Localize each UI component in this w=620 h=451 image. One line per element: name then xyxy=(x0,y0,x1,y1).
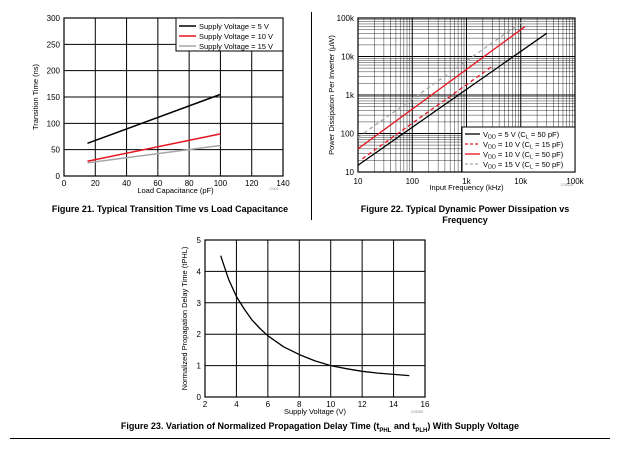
fig23-y-tick-label: 5 xyxy=(197,236,202,245)
fig21-x-tick-label: 20 xyxy=(91,179,100,188)
fig22-legend-box xyxy=(461,126,576,173)
fig23-x-tick-label: 14 xyxy=(389,400,398,409)
fig23-x-tick-label: 4 xyxy=(234,400,239,409)
fig21-x-axis-title: Load Capacitance (pF) xyxy=(137,186,214,195)
fig22-legend-text-part: V xyxy=(483,130,488,139)
fig21-y-tick-label: 0 xyxy=(56,172,61,181)
fig23-y-tick-label: 4 xyxy=(197,267,202,276)
fig21-series-line-1 xyxy=(87,93,221,145)
fig23-y-axis-title: Normalized Propagation Delay Time (tPHL) xyxy=(180,246,189,390)
fig21-x-tick-label: 140 xyxy=(276,179,290,188)
fig23-x-tick-label: 6 xyxy=(266,400,271,409)
fig22-x-axis-title: Input Frequency (kHz) xyxy=(429,183,504,192)
fig22-legend-subscript: L xyxy=(526,135,529,141)
fig22-x-tick-label: 10k xyxy=(514,177,528,186)
fig23-y-tick-label: 0 xyxy=(197,393,202,402)
fig22-x-tick-label: 100k xyxy=(566,177,584,186)
figure-divider-vertical xyxy=(311,12,312,220)
fig21-plot-frame xyxy=(63,17,284,177)
fig22-series-line-2 xyxy=(361,65,493,160)
fig23-series-line-1 xyxy=(220,255,410,377)
fig22-legend-subscript: DD xyxy=(488,145,496,151)
fig22-legend-text-part: V xyxy=(483,150,488,159)
fig22-x-tick-label: 100 xyxy=(406,177,420,186)
fig21-y-tick-label: 300 xyxy=(47,14,61,23)
fig22-legend-subscript: L xyxy=(530,165,533,171)
figure-23-sub-phl: PHL xyxy=(379,427,392,434)
fig22-y-tick-label: 1k xyxy=(346,91,355,100)
figure-23-caption-pre: Figure 23. Variation of Normalized Propa… xyxy=(120,421,380,431)
fig22-y-tick-label: 10 xyxy=(345,168,354,177)
fig23-x-tick-label: 12 xyxy=(358,400,367,409)
fig22-legend-text-part: V xyxy=(483,140,488,149)
fig21-x-tick-label: 0 xyxy=(62,179,67,188)
fig22-legend-subscript: L xyxy=(530,155,533,161)
fig23-y-tick-label: 3 xyxy=(197,299,202,308)
fig22-x-tick-label: 1k xyxy=(462,177,471,186)
fig22-figure-code: C002A xyxy=(561,182,574,187)
fig21-y-tick-label: 250 xyxy=(47,40,61,49)
fig21-x-tick-label: 60 xyxy=(153,179,162,188)
fig22-y-axis-title: Power Dissipation Per Inverter (µW) xyxy=(327,35,336,155)
figure-23-caption-mid: and t xyxy=(391,421,416,431)
figure-22-caption-line1: Figure 22. Typical Dynamic Power Dissipa… xyxy=(360,204,570,214)
fig23-x-tick-label: 8 xyxy=(297,400,302,409)
fig22-series-line-1 xyxy=(357,32,548,166)
fig22-legend-subscript: DD xyxy=(488,165,496,171)
fig23-y-tick-label: 1 xyxy=(197,362,202,371)
fig22-legend-text-part: = 50 pF) xyxy=(529,130,560,139)
fig22-legend-text-part: = 10 V (C xyxy=(496,140,531,149)
fig22-legend-text-part: = 50 pF) xyxy=(533,150,564,159)
fig22-legend-subscript: DD xyxy=(488,155,496,161)
fig21-legend-label-2: Supply Voltage = 10 V xyxy=(199,32,273,41)
fig22-legend-text-part: = 50 pF) xyxy=(533,160,564,169)
fig22-legend-text-part: = 10 V (C xyxy=(496,150,531,159)
fig22-y-tick-label: 100 xyxy=(341,130,355,139)
figure-22-caption-line2: Frequency xyxy=(442,215,488,225)
fig21-x-tick-label: 120 xyxy=(245,179,259,188)
fig22-y-tick-label: 100k xyxy=(337,14,355,23)
fig21-series-line-2 xyxy=(87,133,221,162)
fig21-legend-label-1: Supply Voltage = 5 V xyxy=(199,22,269,31)
fig22-series-line-3 xyxy=(357,26,526,150)
fig21-series-line-3 xyxy=(87,144,221,164)
fig21-figure-code: C001 xyxy=(269,186,279,191)
figure-21-caption: Figure 21. Typical Transition Time vs Lo… xyxy=(51,204,289,214)
fig21-y-tick-label: 100 xyxy=(47,119,61,128)
fig22-legend-label-4: VDD = 15 V (CL = 50 pF) xyxy=(483,160,564,171)
fig22-legend-subscript: DD xyxy=(488,135,496,141)
fig22-legend-text-part: = 15 pF) xyxy=(533,140,564,149)
figure-23-caption-post: ) With Supply Voltage xyxy=(427,421,520,431)
fig22-y-tick-label: 10k xyxy=(341,53,355,62)
fig22-legend-text-part: = 5 V (C xyxy=(496,130,526,139)
fig22-legend-text-part: = 15 V (C xyxy=(496,160,531,169)
fig21-legend-label-3: Supply Voltage = 15 V xyxy=(199,42,273,51)
fig23-x-tick-label: 16 xyxy=(421,400,430,409)
figure-23-sub-plh: PLH xyxy=(415,427,428,434)
fig23-plot-frame xyxy=(204,239,426,398)
fig21-x-tick-label: 100 xyxy=(214,179,228,188)
fig23-x-tick-label: 10 xyxy=(326,400,335,409)
figure-22-caption: Figure 22. Typical Dynamic Power Dissipa… xyxy=(330,204,600,226)
figure-divider-horizontal xyxy=(10,438,610,439)
fig21-y-tick-label: 50 xyxy=(51,146,60,155)
fig22-legend-label-1: VDD = 5 V (CL = 50 pF) xyxy=(483,130,560,141)
fig22-legend-text-part: V xyxy=(483,160,488,169)
fig21-y-tick-label: 150 xyxy=(47,93,61,102)
fig22-legend-label-2: VDD = 10 V (CL = 15 pF) xyxy=(483,140,564,151)
fig23-x-tick-label: 2 xyxy=(203,400,208,409)
fig23-x-axis-title: Supply Voltage (V) xyxy=(284,407,347,416)
fig21-y-axis-title: Transition Time (ns) xyxy=(31,64,40,130)
fig22-legend-label-3: VDD = 10 V (CL = 50 pF) xyxy=(483,150,564,161)
fig21-x-tick-label: 80 xyxy=(185,179,194,188)
fig23-figure-code: C003B xyxy=(411,409,424,414)
fig22-series-line-4 xyxy=(357,19,526,138)
fig21-x-tick-label: 40 xyxy=(122,179,131,188)
figure-23-caption: Figure 23. Variation of Normalized Propa… xyxy=(60,421,580,437)
fig23-y-tick-label: 2 xyxy=(197,330,202,339)
fig21-y-tick-label: 200 xyxy=(47,67,61,76)
fig22-x-tick-label: 10 xyxy=(354,177,363,186)
fig22-legend-subscript: L xyxy=(530,145,533,151)
